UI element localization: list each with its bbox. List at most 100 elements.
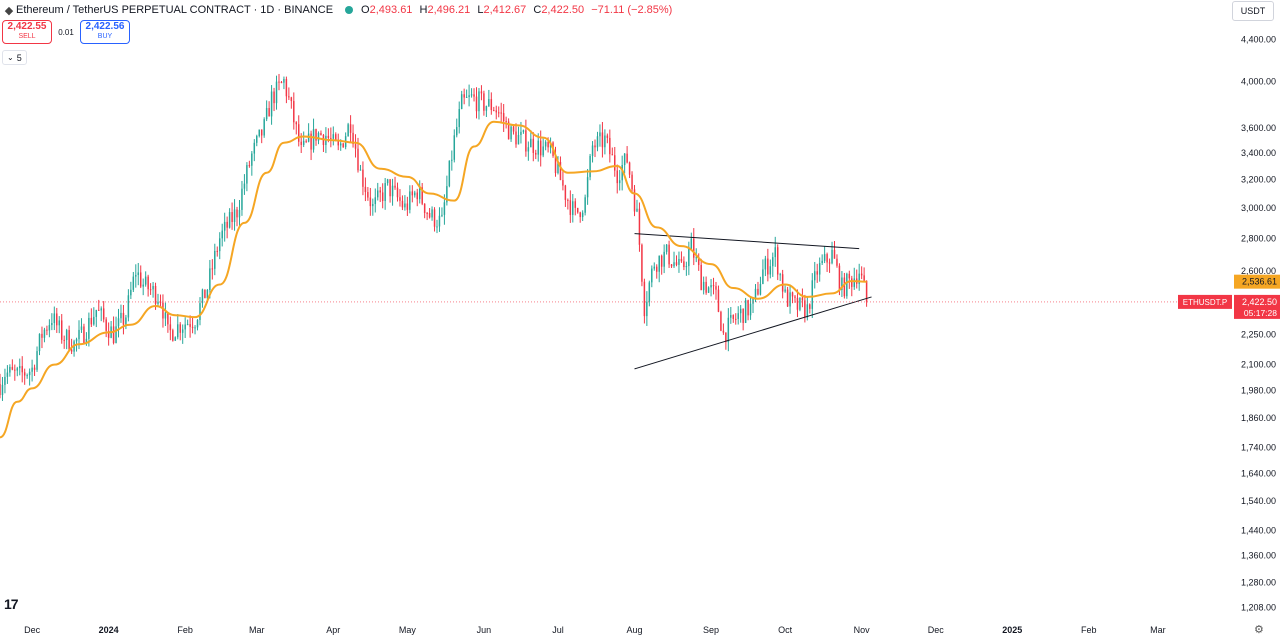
- candle: [796, 289, 799, 318]
- candle-body: [796, 297, 799, 310]
- candle: [9, 364, 11, 377]
- last-price-label: 2,422.50: [1242, 297, 1277, 307]
- ma-badge: [1234, 274, 1280, 289]
- candle: [283, 76, 285, 90]
- candle: [739, 305, 742, 323]
- candle-body: [335, 134, 337, 141]
- candle: [456, 118, 458, 138]
- candle-body: [497, 112, 500, 114]
- candle-body: [56, 313, 58, 326]
- candle: [428, 208, 431, 219]
- indicators-toggle[interactable]: ⌄ 5: [2, 50, 27, 65]
- candle-body: [228, 212, 231, 228]
- candle: [651, 265, 653, 288]
- symbol-title[interactable]: Ethereum / TetherUS PERPETUAL CONTRACT ·…: [16, 4, 334, 16]
- candle: [251, 151, 253, 176]
- y-tick-label: 3,400.00: [1241, 148, 1276, 158]
- candle: [707, 286, 710, 294]
- price-axis: 4,400.00 4,000.00 3,600.00 3,400.00 3,200.00…: [1241, 35, 1276, 613]
- candle: [132, 271, 135, 293]
- buy-button[interactable]: 2,422.56 BUY: [80, 20, 130, 44]
- candle-body: [423, 203, 426, 213]
- candle: [532, 132, 535, 162]
- candle: [223, 212, 226, 242]
- candle: [21, 356, 23, 383]
- candle: [164, 302, 167, 327]
- candle: [693, 228, 695, 266]
- tradingview-logo-icon[interactable]: 17: [4, 596, 19, 612]
- candle-body: [762, 269, 764, 284]
- candle-body: [298, 124, 300, 142]
- candle: [152, 282, 154, 298]
- candle: [421, 183, 423, 206]
- gear-icon[interactable]: ⚙: [1254, 624, 1264, 636]
- candle: [221, 223, 223, 247]
- candle-body: [268, 108, 270, 117]
- candle-body: [11, 366, 14, 370]
- candle-body: [823, 254, 826, 261]
- candle: [295, 121, 298, 135]
- candle-body: [848, 273, 851, 279]
- x-tick-label: Dec: [928, 625, 945, 635]
- candle-body: [700, 264, 702, 291]
- candle-body: [488, 99, 490, 107]
- candle-body: [722, 330, 725, 333]
- x-tick-label: Feb: [177, 625, 193, 635]
- candle-body: [594, 145, 596, 148]
- candle-body: [189, 324, 191, 327]
- candle: [836, 254, 838, 268]
- candle: [102, 301, 105, 323]
- candle: [732, 314, 735, 323]
- candle-body: [554, 155, 557, 174]
- candle-body: [216, 250, 219, 252]
- candle-body: [330, 137, 332, 139]
- candle: [855, 269, 858, 289]
- candle: [332, 126, 335, 146]
- candle: [500, 102, 502, 124]
- candle-body: [697, 257, 700, 265]
- candle-body: [157, 301, 159, 304]
- candle-body: [342, 143, 344, 148]
- candle: [801, 288, 804, 308]
- candle: [446, 175, 448, 206]
- candle: [542, 138, 544, 158]
- candle-body: [374, 197, 377, 205]
- candle: [678, 251, 680, 273]
- candle: [660, 254, 663, 275]
- candle: [322, 133, 325, 152]
- candle-body: [537, 140, 539, 155]
- candle: [379, 186, 381, 203]
- candle: [307, 123, 310, 143]
- candle-body: [451, 159, 453, 161]
- candle: [478, 88, 480, 120]
- y-tick-label: 4,400.00: [1241, 35, 1276, 45]
- candle-body: [302, 140, 305, 145]
- candle: [572, 193, 574, 223]
- candle: [312, 118, 315, 153]
- candle: [665, 244, 668, 255]
- candle: [480, 85, 483, 101]
- candle: [4, 368, 6, 394]
- candle-body: [747, 300, 749, 316]
- ohlc-change: −71.11 (−2.85%): [591, 4, 673, 16]
- candle-body: [117, 318, 120, 327]
- y-tick-label: 3,000.00: [1241, 203, 1276, 213]
- ohlc-low-key: L: [477, 4, 484, 16]
- candle-body: [438, 215, 441, 227]
- candle-body: [174, 337, 177, 341]
- candle: [231, 202, 233, 230]
- candle: [275, 75, 278, 110]
- candle: [772, 252, 774, 277]
- candle: [727, 308, 730, 352]
- candle: [288, 87, 290, 101]
- candle-body: [177, 324, 179, 338]
- candle: [95, 309, 98, 328]
- sell-button[interactable]: 2,422.55 SELL: [2, 20, 52, 44]
- candle-body: [480, 91, 483, 94]
- candle: [399, 189, 401, 207]
- candle-body: [532, 138, 535, 153]
- candle-body: [421, 187, 423, 204]
- candle: [757, 281, 759, 296]
- currency-selector[interactable]: USDT: [1232, 1, 1274, 21]
